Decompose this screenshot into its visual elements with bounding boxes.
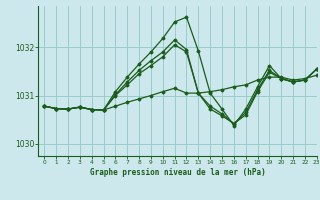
X-axis label: Graphe pression niveau de la mer (hPa): Graphe pression niveau de la mer (hPa)	[90, 168, 266, 177]
